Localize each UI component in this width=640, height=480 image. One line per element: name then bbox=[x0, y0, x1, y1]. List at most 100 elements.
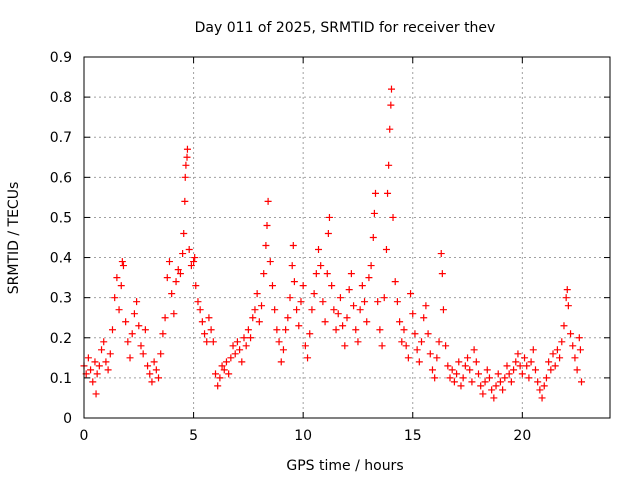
data-point bbox=[523, 362, 531, 370]
data-point bbox=[100, 338, 108, 346]
data-point bbox=[453, 370, 461, 378]
data-point bbox=[218, 362, 226, 370]
data-point bbox=[119, 262, 127, 270]
data-point bbox=[479, 390, 487, 398]
data-point bbox=[369, 234, 377, 241]
data-point bbox=[124, 338, 132, 346]
data-point bbox=[354, 338, 362, 346]
data-point bbox=[209, 338, 217, 346]
y-tick-label: 0.9 bbox=[50, 50, 72, 66]
data-point bbox=[516, 362, 524, 370]
data-point bbox=[324, 229, 332, 237]
data-point bbox=[319, 298, 327, 306]
y-tick-label: 0.1 bbox=[50, 371, 72, 387]
data-point bbox=[538, 394, 546, 402]
x-tick-labels: 0 5 10 15 20 bbox=[80, 428, 532, 444]
data-point bbox=[386, 125, 394, 133]
chart-title: Day 011 of 2025, SRMTID for receiver the… bbox=[195, 20, 496, 36]
data-point bbox=[152, 366, 160, 374]
data-point bbox=[87, 366, 95, 374]
data-point bbox=[409, 310, 417, 318]
data-point bbox=[459, 374, 467, 382]
data-point bbox=[514, 350, 522, 358]
data-point bbox=[464, 354, 472, 362]
data-point bbox=[192, 282, 200, 290]
data-point bbox=[220, 366, 228, 374]
data-point bbox=[289, 242, 297, 250]
data-point bbox=[115, 306, 123, 314]
data-point bbox=[286, 294, 294, 302]
data-point bbox=[396, 318, 404, 326]
data-point bbox=[466, 366, 474, 374]
data-point bbox=[387, 85, 395, 93]
data-point bbox=[111, 294, 119, 302]
data-point bbox=[264, 197, 272, 205]
data-point bbox=[540, 382, 548, 390]
data-point bbox=[133, 298, 141, 306]
data-point bbox=[549, 350, 557, 358]
data-point bbox=[534, 378, 542, 386]
data-point bbox=[308, 306, 316, 314]
data-point bbox=[361, 298, 369, 306]
data-point bbox=[350, 302, 358, 310]
data-point bbox=[529, 346, 537, 354]
data-point bbox=[106, 350, 114, 358]
data-point bbox=[505, 370, 513, 378]
data-point bbox=[521, 354, 529, 362]
data-point bbox=[556, 354, 564, 362]
data-point bbox=[312, 270, 320, 278]
data-point bbox=[203, 338, 211, 346]
data-point bbox=[384, 189, 392, 197]
data-point bbox=[488, 386, 496, 394]
x-tick-label: 20 bbox=[513, 428, 531, 444]
data-point bbox=[345, 286, 353, 294]
data-point bbox=[380, 294, 388, 302]
data-point bbox=[393, 298, 401, 306]
data-point bbox=[306, 330, 314, 338]
data-point bbox=[404, 354, 412, 362]
data-point bbox=[122, 318, 130, 326]
data-point bbox=[563, 286, 571, 294]
data-point bbox=[233, 338, 241, 346]
data-point bbox=[249, 314, 257, 322]
data-point bbox=[444, 362, 452, 370]
data-point bbox=[352, 326, 360, 334]
data-point bbox=[268, 282, 276, 290]
data-point bbox=[146, 370, 154, 378]
data-point bbox=[176, 270, 184, 278]
x-tick-label: 10 bbox=[294, 428, 312, 444]
data-point bbox=[168, 290, 176, 298]
data-point bbox=[93, 370, 101, 378]
data-point bbox=[435, 338, 443, 346]
data-point bbox=[363, 318, 371, 326]
data-point bbox=[564, 302, 572, 310]
y-tick-labels: 0 0.1 0.2 0.3 0.4 0.5 0.6 0.7 0.8 0.9 bbox=[50, 50, 72, 427]
data-point bbox=[424, 330, 432, 338]
data-point bbox=[391, 278, 399, 286]
data-point bbox=[273, 326, 281, 334]
data-point bbox=[457, 382, 465, 390]
data-point bbox=[418, 338, 426, 346]
data-point bbox=[170, 310, 178, 318]
data-point bbox=[370, 209, 378, 217]
data-point bbox=[266, 258, 274, 266]
data-point bbox=[229, 342, 237, 350]
data-point bbox=[571, 354, 579, 362]
data-point bbox=[297, 298, 305, 306]
data-point bbox=[407, 290, 415, 298]
data-point bbox=[402, 342, 410, 350]
data-point bbox=[437, 250, 445, 258]
data-point bbox=[207, 326, 215, 334]
data-point bbox=[347, 270, 355, 278]
data-point bbox=[468, 378, 476, 386]
y-tick-label: 0.7 bbox=[50, 130, 72, 146]
data-point bbox=[576, 346, 584, 354]
x-tick-label: 0 bbox=[80, 428, 89, 444]
data-point bbox=[159, 330, 167, 338]
data-point bbox=[104, 366, 112, 374]
data-point bbox=[126, 354, 134, 362]
data-point bbox=[461, 362, 469, 370]
x-axis-label: GPS time / hours bbox=[286, 458, 403, 474]
data-point bbox=[330, 306, 338, 314]
